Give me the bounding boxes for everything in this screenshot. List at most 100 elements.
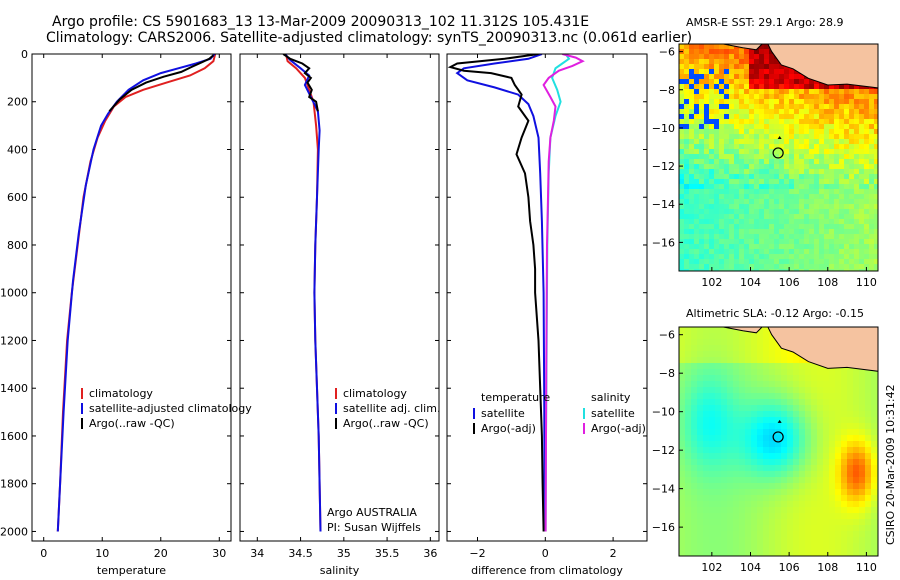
- sst-map-cell: [834, 189, 840, 195]
- sst-map-cell: [714, 249, 720, 255]
- sla-map-cell: [685, 513, 692, 520]
- sst-map-cell: [814, 94, 820, 100]
- sst-map-cell: [809, 259, 815, 265]
- sla-map-cell: [829, 435, 836, 442]
- sst-map-cell: [719, 239, 725, 245]
- sst-map-cell: [794, 199, 800, 205]
- sla-map-cell: [703, 393, 710, 400]
- sst-map-cell: [749, 254, 755, 260]
- sst-map-cell: [824, 169, 830, 175]
- sla-map-cell: [769, 477, 776, 484]
- sst-map-cell: [844, 119, 850, 125]
- sst-map-cell: [784, 104, 790, 110]
- sla-map-cell: [715, 519, 722, 526]
- sla-map-cell: [841, 435, 848, 442]
- sst-map-cell: [704, 69, 710, 75]
- sst-map-cell: [684, 114, 690, 120]
- sst-map-cell: [849, 254, 855, 260]
- sla-map-cell: [871, 369, 878, 376]
- sst-map-cell: [794, 144, 800, 150]
- sla-map-cell: [787, 435, 794, 442]
- sst-map-cell: [809, 269, 815, 272]
- sst-map-cell: [754, 149, 760, 155]
- sst-map-xtick-label: 110: [856, 276, 877, 289]
- sla-map-cell: [739, 483, 746, 490]
- sst-map-cell: [759, 154, 765, 160]
- sst-map-cell: [859, 214, 865, 220]
- sst-map-cell: [764, 254, 770, 260]
- sla-map-cell: [721, 471, 728, 478]
- sla-map-cell: [697, 417, 704, 424]
- sla-map-cell: [679, 495, 686, 502]
- sla-map-cell: [685, 417, 692, 424]
- sst-map-cell: [744, 189, 750, 195]
- sla-map-cell: [859, 411, 866, 418]
- sst-map-cell: [714, 129, 720, 135]
- sst-map-cell: [784, 94, 790, 100]
- sla-map-cell: [745, 549, 752, 556]
- sst-map-title: AMSR-E SST: 29.1 Argo: 28.9: [686, 16, 844, 29]
- sst-map-cell: [754, 219, 760, 225]
- sla-map-cell: [703, 465, 710, 472]
- sla-map-cell: [775, 423, 782, 430]
- sst-map-cell: [824, 249, 830, 255]
- sst-map-cell: [689, 69, 695, 75]
- sst-map-cell: [834, 129, 840, 135]
- sla-map-cell: [787, 501, 794, 508]
- sst-map-cell: [704, 119, 710, 125]
- sst-map-cell: [734, 114, 740, 120]
- sla-map-cell: [709, 405, 716, 412]
- sst-map-cell: [829, 219, 835, 225]
- sst-map-cell: [789, 174, 795, 180]
- sst-map-cell: [859, 239, 865, 245]
- sst-map-cell: [699, 194, 705, 200]
- sst-map-cell: [729, 79, 735, 85]
- sst-map-cell: [774, 244, 780, 250]
- sst-map-cell: [719, 194, 725, 200]
- sla-map-cell: [727, 525, 734, 532]
- sla-map-cell: [757, 525, 764, 532]
- sst-map-cell: [864, 164, 870, 170]
- sst-map-cell: [714, 149, 720, 155]
- sst-map-cell: [804, 254, 810, 260]
- sst-map-cell: [714, 204, 720, 210]
- sla-map-cell: [835, 411, 842, 418]
- sst-map-cell: [839, 249, 845, 255]
- sst-map-cell: [809, 124, 815, 130]
- sst-map-cell: [774, 94, 780, 100]
- sla-map-cell: [685, 327, 692, 334]
- sst-map-cell: [824, 204, 830, 210]
- salinity-xlabel: salinity: [320, 564, 360, 577]
- sst-map-cell: [809, 94, 815, 100]
- sst-map-cell: [849, 104, 855, 110]
- sst-map-cell: [794, 169, 800, 175]
- sst-map-cell: [739, 54, 745, 60]
- sst-map-cell: [734, 89, 740, 95]
- sst-map-cell: [789, 224, 795, 230]
- sst-map-cell: [819, 239, 825, 245]
- sst-map-cell: [814, 114, 820, 120]
- sst-map-cell: [704, 244, 710, 250]
- sla-map-cell: [859, 441, 866, 448]
- sla-map-cell: [871, 417, 878, 424]
- sst-map-cell: [724, 194, 730, 200]
- sst-map-cell: [694, 159, 700, 165]
- sla-map-cell: [709, 465, 716, 472]
- sst-map-cell: [839, 259, 845, 265]
- sla-map-cell: [751, 351, 758, 358]
- sla-map-cell: [793, 549, 800, 556]
- sla-map-cell: [703, 447, 710, 454]
- sst-map-cell: [859, 249, 865, 255]
- sla-map-cell: [751, 411, 758, 418]
- sst-map-cell: [719, 94, 725, 100]
- sst-map-cell: [774, 164, 780, 170]
- sla-map-cell: [823, 513, 830, 520]
- sst-map-cell: [689, 149, 695, 155]
- sst-map-cell: [804, 79, 810, 85]
- sla-map-cell: [685, 429, 692, 436]
- sst-map-cell: [814, 214, 820, 220]
- sst-map-cell: [864, 179, 870, 185]
- sst-map-cell: [829, 254, 835, 260]
- sla-map-cell: [697, 495, 704, 502]
- sst-map-cell: [759, 234, 765, 240]
